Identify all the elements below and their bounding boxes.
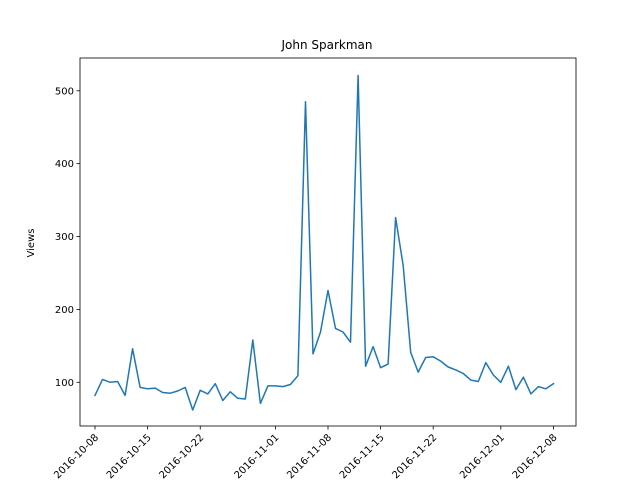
y-tick-label: 400 — [55, 159, 74, 170]
x-tick-label: 2016-10-15 — [105, 432, 154, 480]
x-tick-label: 2016-11-15 — [338, 432, 387, 480]
y-tick-label: 300 — [55, 232, 74, 243]
plot-frame — [79, 57, 577, 427]
x-tick-label: 2016-10-08 — [52, 432, 101, 480]
series-line — [94, 74, 555, 411]
y-axis-label: Views — [26, 229, 37, 258]
x-tick-label: 2016-12-01 — [458, 432, 507, 480]
y-tick-label: 200 — [55, 305, 74, 316]
x-tick-label: 2016-10-22 — [157, 432, 206, 480]
x-tick-label: 2016-12-08 — [511, 432, 560, 480]
y-tick-label: 500 — [55, 86, 74, 97]
x-tick-label: 2016-11-08 — [285, 432, 334, 480]
y-tick-label: 100 — [55, 378, 74, 389]
x-tick-label: 2016-11-01 — [233, 432, 282, 480]
chart-title: John Sparkman — [280, 38, 372, 52]
x-tick-label: 2016-11-22 — [390, 432, 439, 480]
